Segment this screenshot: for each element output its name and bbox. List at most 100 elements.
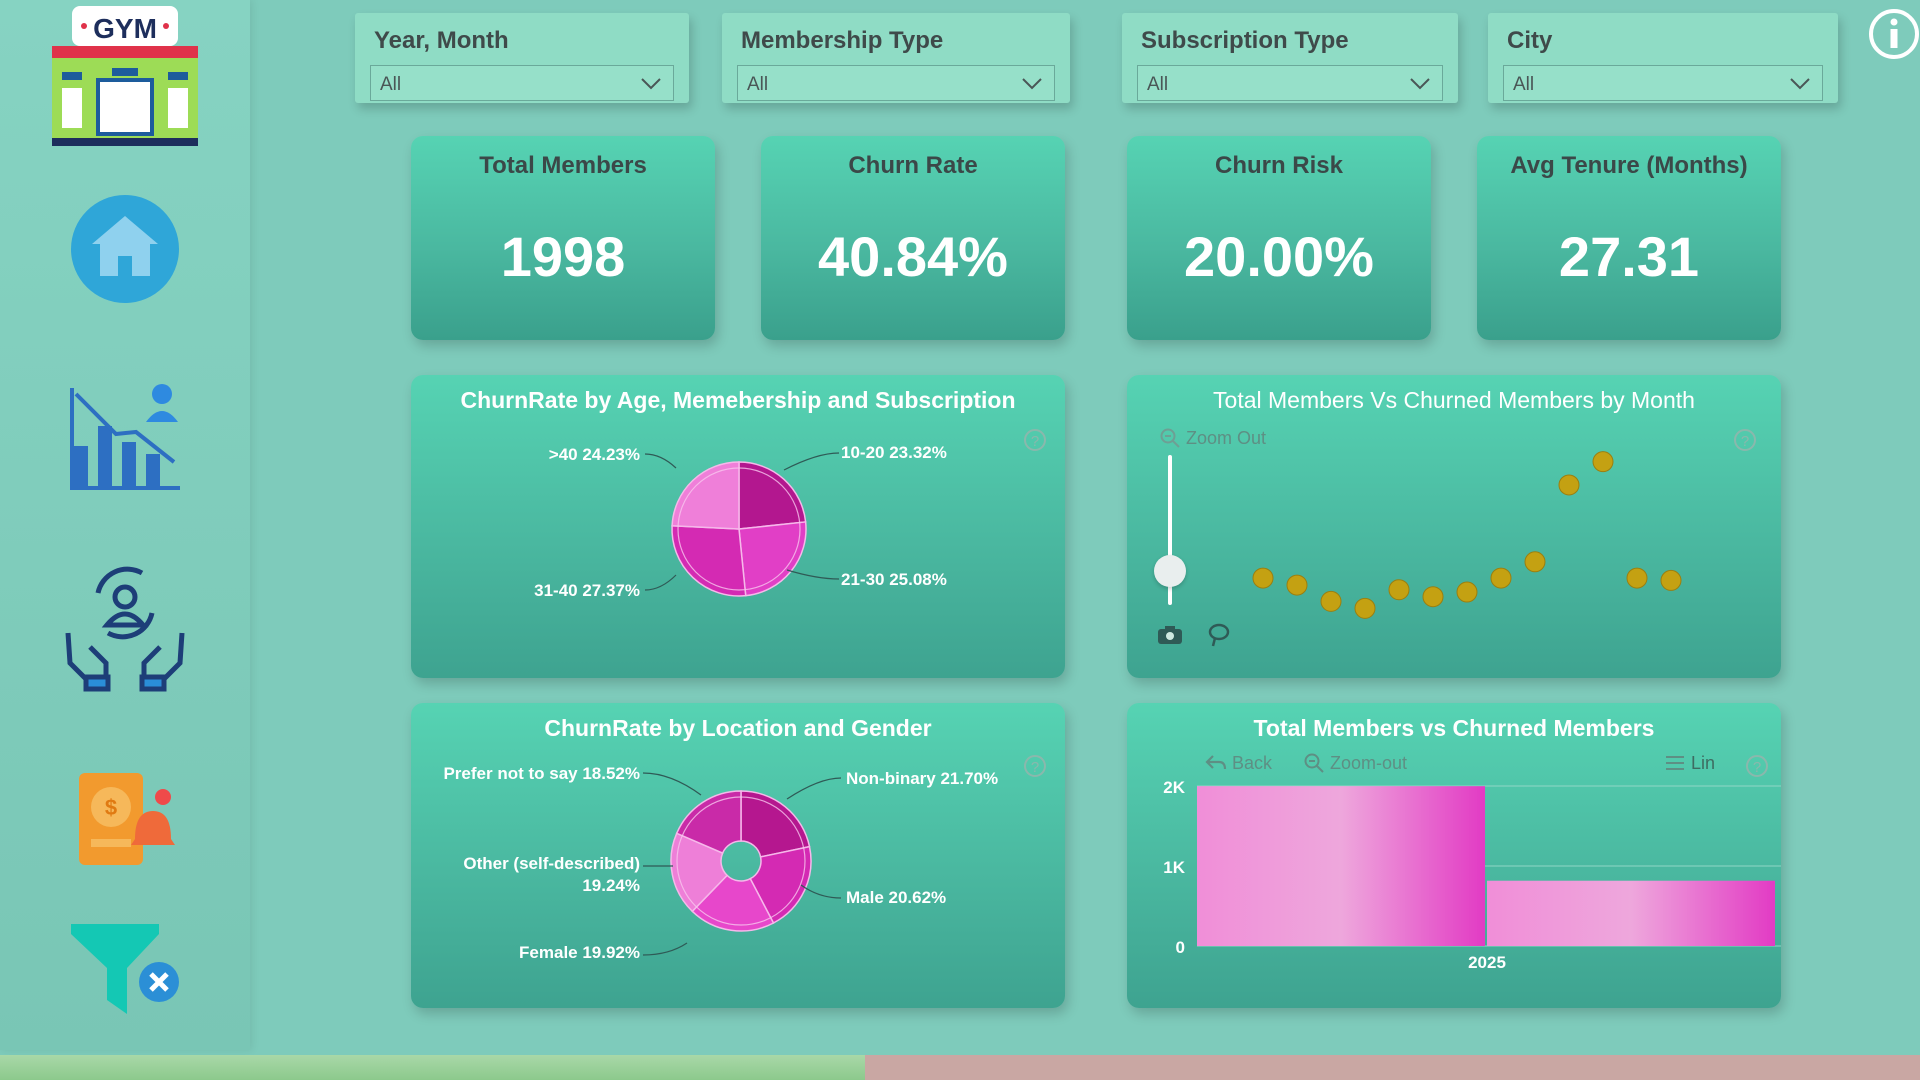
filter-title: City: [1507, 27, 1553, 54]
scatter-point[interactable]: [1354, 597, 1376, 619]
finance-alert-icon[interactable]: $: [75, 769, 175, 869]
kpi-label: Churn Risk: [1214, 152, 1343, 179]
pie-label: >40 24.23%: [548, 445, 640, 464]
zoom-out-button[interactable]: Zoom Out: [1159, 427, 1266, 449]
help-icon[interactable]: ?: [1024, 429, 1046, 451]
pie-chart-age: [644, 452, 840, 597]
pie-highlight-ring: [677, 467, 801, 591]
home-icon[interactable]: [70, 194, 180, 304]
magnifier-icon: [1304, 753, 1324, 773]
pie-slice--40[interactable]: [671, 461, 740, 530]
pie-highlight-ring: [676, 796, 806, 926]
pie-label: 31-40 27.37%: [534, 581, 640, 600]
filter-dropdown[interactable]: All: [370, 65, 674, 101]
filter-year-month[interactable]: Year, Month All: [355, 13, 689, 103]
scatter-plot: [1252, 451, 1682, 619]
svg-text:$: $: [105, 795, 117, 820]
scatter-point[interactable]: [1286, 574, 1308, 596]
bar-total-members[interactable]: [1197, 786, 1485, 946]
chart-title: ChurnRate by Age, Memebership and Subscr…: [460, 387, 1016, 413]
scatter-point[interactable]: [1626, 567, 1648, 589]
scatter-point[interactable]: [1456, 581, 1478, 603]
kpi-label: Churn Rate: [848, 152, 978, 179]
y-tick-label: 0: [1176, 938, 1185, 957]
chart-churn-by-location-gender: ChurnRate by Location and Gender ? Prefe…: [411, 703, 1065, 1008]
scatter-point[interactable]: [1422, 586, 1444, 608]
zoom-out-label: Zoom Out: [1186, 427, 1267, 448]
scatter-point[interactable]: [1252, 567, 1274, 589]
kpi-churn-risk: Churn Risk 20.00%: [1127, 136, 1431, 340]
donut-chart-gender: [642, 772, 842, 956]
filter-title: Year, Month: [374, 27, 509, 54]
scatter-point[interactable]: [1320, 590, 1342, 612]
bar-churned-members[interactable]: [1487, 880, 1775, 946]
zoom-slider-handle[interactable]: [1154, 555, 1186, 587]
pie-label: 21-30 25.08%: [841, 570, 947, 589]
kpi-value: 1998: [500, 225, 626, 288]
chart-title: Total Members Vs Churned Members by Mont…: [1213, 387, 1695, 413]
scatter-point[interactable]: [1490, 567, 1512, 589]
scatter-point[interactable]: [1592, 451, 1614, 473]
kpi-churn-rate: Churn Rate 40.84%: [761, 136, 1065, 340]
filter-city[interactable]: City All: [1488, 13, 1838, 103]
pie-slice-31-40[interactable]: [671, 524, 747, 597]
lasso-icon[interactable]: [1206, 622, 1232, 648]
chevron-down-icon: [1790, 78, 1810, 90]
scatter-point[interactable]: [1388, 579, 1410, 601]
scrollbar-thumb[interactable]: [0, 1055, 865, 1080]
pie-label: Other (self-described): [463, 854, 640, 873]
filter-dropdown[interactable]: All: [1137, 65, 1443, 101]
filter-title: Membership Type: [741, 27, 944, 54]
pie-slice-21-30[interactable]: [738, 521, 807, 597]
filter-value: All: [1147, 74, 1169, 95]
horizontal-scrollbar[interactable]: [0, 1055, 1920, 1080]
kpi-value: 40.84%: [818, 225, 1008, 288]
zoom-out-button[interactable]: Zoom-out: [1303, 752, 1407, 774]
chevron-down-icon: [1022, 78, 1042, 90]
filter-subscription-type[interactable]: Subscription Type All: [1122, 13, 1458, 103]
pie-label: 19.24%: [582, 876, 640, 895]
chart-title: ChurnRate by Location and Gender: [544, 715, 932, 741]
chevron-down-icon: [1410, 78, 1430, 90]
help-icon[interactable]: ?: [1024, 755, 1046, 777]
kpi-label: Avg Tenure (Months): [1510, 152, 1748, 179]
sidebar: GYM: [0, 0, 250, 1050]
filter-membership-type[interactable]: Membership Type All: [722, 13, 1070, 103]
pie-slice-male[interactable]: [749, 845, 812, 925]
churn-analytics-icon[interactable]: [66, 376, 184, 492]
list-icon: [1666, 756, 1684, 771]
pie-slice-non-binary[interactable]: [740, 790, 811, 858]
y-tick-label: 1K: [1163, 858, 1185, 877]
pie-label: Male 20.62%: [846, 888, 947, 907]
back-button[interactable]: Back: [1205, 752, 1272, 774]
y-tick-label: 2K: [1163, 778, 1185, 797]
clear-filters-icon[interactable]: [69, 922, 181, 1014]
kpi-total-members: Total Members 1998: [411, 136, 715, 340]
pie-slice-10-20[interactable]: [738, 461, 807, 530]
filter-dropdown[interactable]: All: [737, 65, 1055, 101]
linear-scale-button[interactable]: Lin: [1664, 752, 1715, 774]
help-icon[interactable]: ?: [1734, 429, 1756, 451]
member-retention-icon[interactable]: [60, 563, 190, 693]
info-icon[interactable]: [1868, 8, 1919, 59]
scatter-point[interactable]: [1524, 551, 1546, 573]
filter-value: All: [380, 74, 402, 95]
camera-icon[interactable]: [1156, 624, 1184, 646]
filter-dropdown[interactable]: All: [1503, 65, 1823, 101]
filter-title: Subscription Type: [1141, 27, 1349, 54]
gym-logo-icon[interactable]: GYM: [50, 4, 200, 152]
scatter-point[interactable]: [1558, 474, 1580, 496]
zoom-slider-track[interactable]: [1168, 455, 1172, 605]
back-arrow-icon: [1205, 755, 1227, 770]
help-icon[interactable]: ?: [1746, 755, 1768, 777]
chart-members-vs-churned-by-month: Total Members Vs Churned Members by Mont…: [1127, 375, 1781, 678]
chart-churn-by-age: ChurnRate by Age, Memebership and Subscr…: [411, 375, 1065, 678]
scatter-point[interactable]: [1660, 569, 1682, 591]
chart-total-vs-churned: Total Members vs Churned Members Back Zo…: [1127, 703, 1781, 1008]
filter-value: All: [747, 74, 769, 95]
chart-title: Total Members vs Churned Members: [1253, 715, 1655, 741]
pie-slice-female[interactable]: [691, 874, 775, 932]
back-label: Back: [1232, 752, 1273, 773]
pie-slice-prefer-not-to-say[interactable]: [675, 790, 742, 855]
donut-slices: [670, 790, 812, 932]
